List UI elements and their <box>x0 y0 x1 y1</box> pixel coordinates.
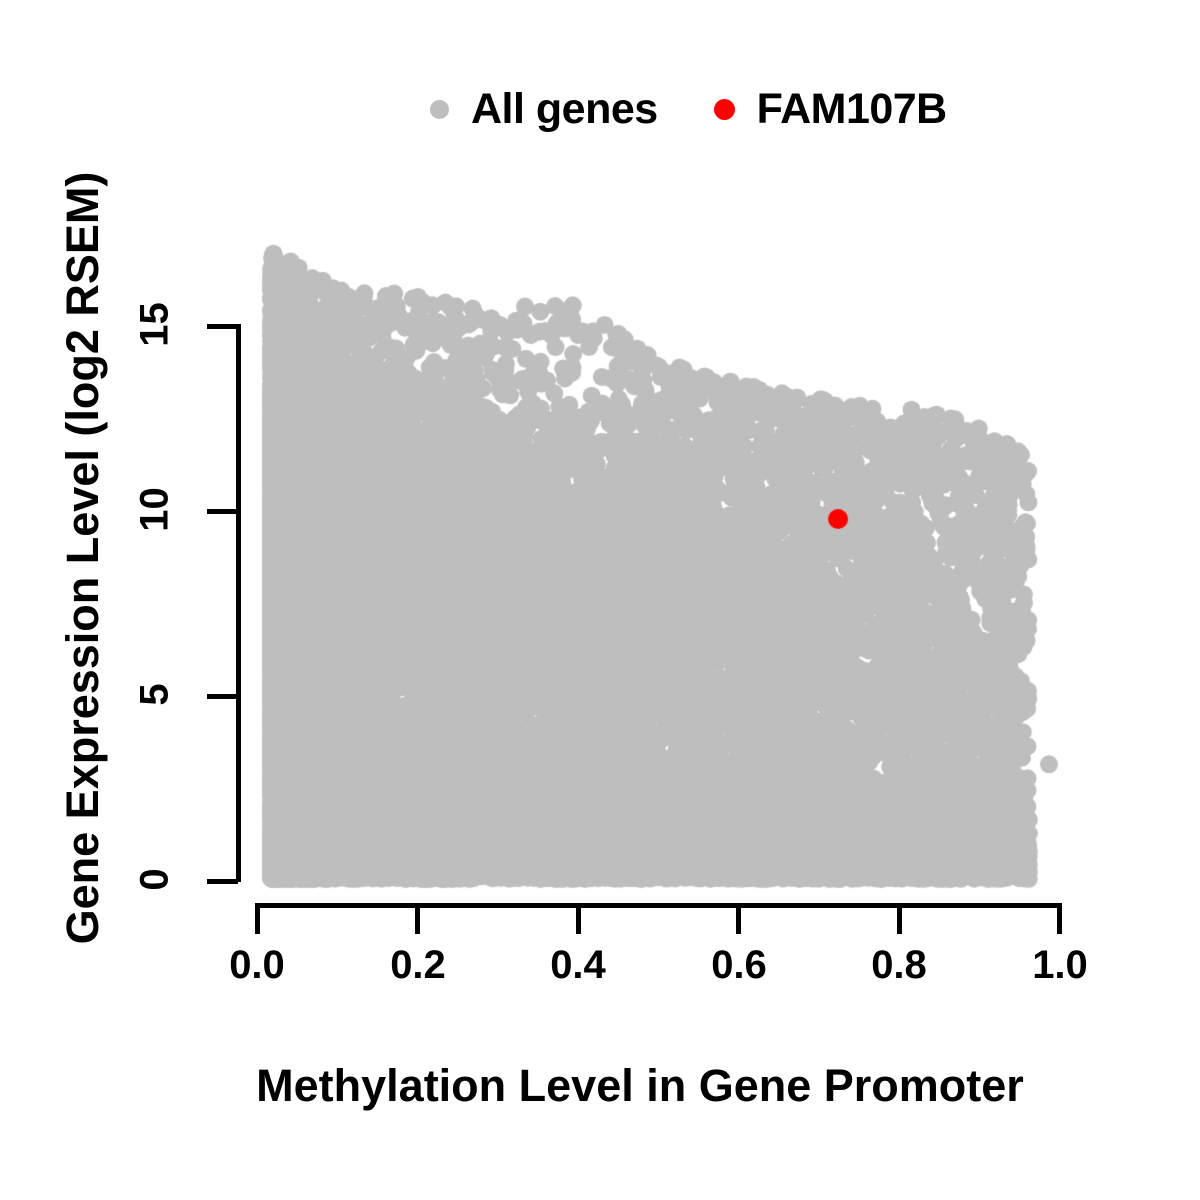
legend-label-all-genes: All genes <box>471 84 658 133</box>
x-axis-line <box>255 903 1059 908</box>
x-tick-label-0.2: 0.2 <box>390 943 446 987</box>
y-tick-label-0: 0 <box>132 868 177 891</box>
legend-entry-all-genes: All genes <box>430 85 658 134</box>
x-tick-label-1.0: 1.0 <box>1032 943 1088 987</box>
y-tick-0 <box>207 879 238 884</box>
y-axis-title: Gene Expression Level (log2 RSEM) <box>57 171 108 945</box>
x-tick-label-0.0: 0.0 <box>229 943 285 987</box>
y-tick-5 <box>207 694 238 699</box>
red-dot-icon <box>713 98 735 120</box>
y-tick-label-15: 15 <box>132 302 177 347</box>
x-axis-title: Methylation Level in Gene Promoter <box>256 1060 1024 1111</box>
y-tick-10 <box>207 509 238 514</box>
y-axis-line <box>236 324 241 882</box>
x-tick-0.8 <box>897 903 902 934</box>
y-tick-15 <box>207 324 238 329</box>
y-tick-label-10: 10 <box>132 487 177 532</box>
x-tick-1.0 <box>1057 903 1062 934</box>
x-tick-0.0 <box>255 903 260 934</box>
x-tick-label-0.4: 0.4 <box>550 943 606 987</box>
x-tick-label-0.6: 0.6 <box>711 943 767 987</box>
chart-legend: All genes FAM107B <box>430 78 1050 140</box>
x-tick-label-0.8: 0.8 <box>871 943 927 987</box>
gray-dot-icon <box>430 99 449 119</box>
y-tick-label-5: 5 <box>132 683 177 706</box>
x-tick-0.2 <box>415 903 420 934</box>
x-tick-0.6 <box>736 903 741 934</box>
legend-entry-fam107b: FAM107B <box>713 84 948 134</box>
legend-label-fam107b: FAM107B <box>756 84 948 133</box>
x-tick-0.4 <box>576 903 581 934</box>
